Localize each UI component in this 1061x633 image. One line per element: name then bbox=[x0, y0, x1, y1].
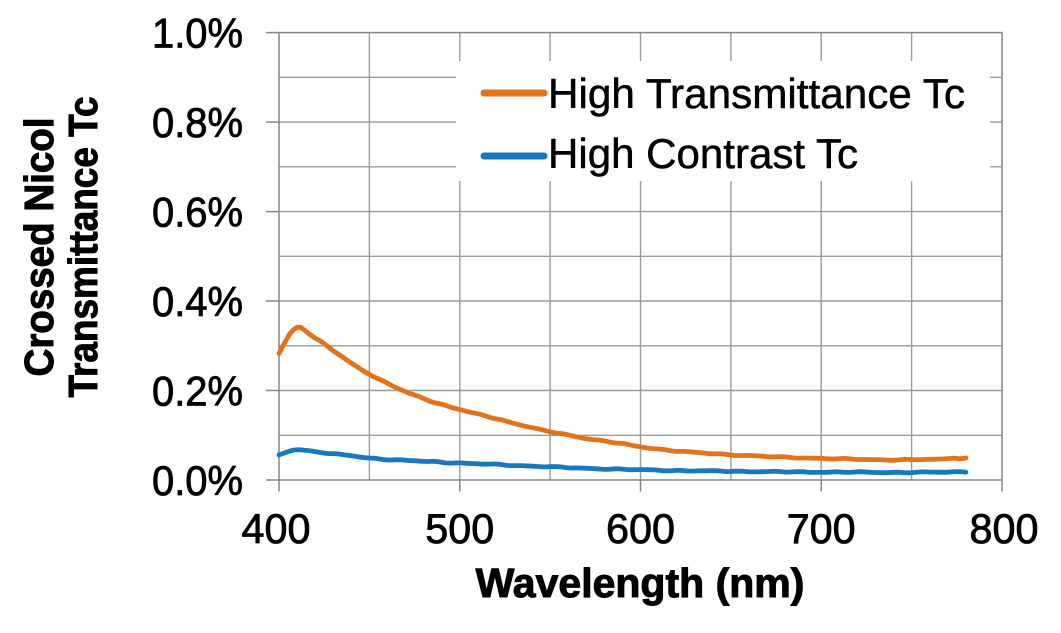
svg-text:800: 800 bbox=[970, 505, 1039, 552]
svg-text:400: 400 bbox=[242, 505, 311, 552]
svg-text:1.0%: 1.0% bbox=[152, 9, 243, 56]
svg-text:High Transmittance Tc: High Transmittance Tc bbox=[548, 70, 965, 117]
svg-text:0.0%: 0.0% bbox=[152, 457, 243, 504]
svg-text:600: 600 bbox=[606, 505, 675, 552]
svg-text:700: 700 bbox=[787, 505, 856, 552]
svg-text:0.2%: 0.2% bbox=[152, 367, 243, 414]
svg-text:0.8%: 0.8% bbox=[152, 99, 243, 146]
svg-text:High Contrast Tc: High Contrast Tc bbox=[548, 130, 858, 177]
svg-text:0.4%: 0.4% bbox=[152, 278, 243, 325]
svg-text:Transmittance Tc: Transmittance Tc bbox=[60, 97, 106, 398]
svg-text:0.6%: 0.6% bbox=[152, 188, 243, 235]
svg-text:Wavelength (nm): Wavelength (nm) bbox=[476, 560, 805, 606]
svg-text:500: 500 bbox=[425, 505, 494, 552]
svg-text:Crossed Nicol: Crossed Nicol bbox=[16, 118, 62, 377]
